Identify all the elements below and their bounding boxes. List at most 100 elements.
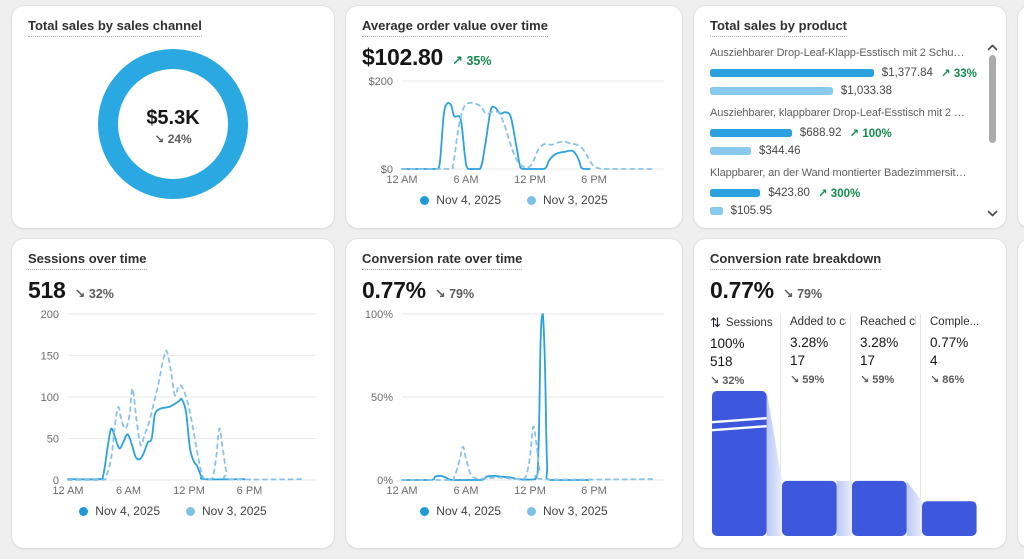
funnel-step-count: 4 [930,353,938,368]
chart-legend: Nov 4, 2025 Nov 3, 2025 [28,504,318,518]
metric-value: 518 [28,277,66,303]
chart-legend: Nov 4, 2025 Nov 3, 2025 [362,504,666,518]
sessions-icon: ⇅ [710,316,721,329]
sessions-line-chart: 200 150 100 50 0 12 AM 6 AM 12 PM 6 PM [28,308,318,498]
product-current-bar [710,129,792,137]
svg-text:12 PM: 12 PM [514,485,546,497]
partial-card-right-top [1018,6,1024,228]
legend-item-previous[interactable]: Nov 3, 2025 [527,504,608,518]
donut-total-value: $5.3K [146,107,200,129]
product-list-item: Ausziehbarer Drop-Leaf-Klapp-Esstisch mi… [710,46,977,97]
aov-line-chart: $200 $0 12 AM 6 AM 12 PM 6 PM [362,75,666,187]
funnel-step-column-added-to-cart[interactable]: Added to ca... 3.28% 17 ↘ 59% [780,314,850,387]
donut-delta: ↘ 24% [154,132,192,146]
legend-dot-previous [527,506,536,516]
metric-value: 0.77% [710,277,774,303]
product-previous-value: $344.46 [758,145,801,157]
svg-text:6 PM: 6 PM [581,174,607,186]
card-title[interactable]: Conversion rate over time [362,251,523,270]
product-current-bar [710,69,874,77]
card-title[interactable]: Total sales by sales channel [28,18,202,37]
funnel-step-delta: ↘ 86% [930,374,965,386]
svg-text:6 AM: 6 AM [116,485,141,497]
svg-text:100%: 100% [365,309,393,321]
product-current-bar [710,189,761,197]
product-previous-bar [710,147,751,155]
scrollbar-track[interactable] [988,55,996,205]
svg-text:12 AM: 12 AM [386,485,417,497]
product-current-value: $1,377.84 [881,67,933,79]
partial-card-right-bottom [1018,239,1024,548]
card-title[interactable]: Total sales by product [710,18,848,37]
dashboard-grid: Total sales by sales channel $5.3K ↘ 24%… [12,6,1024,548]
product-list-item: Klappbarer, an der Wand montierter Badez… [710,166,970,216]
legend-item-previous[interactable]: Nov 3, 2025 [527,193,608,207]
svg-text:12 AM: 12 AM [386,174,417,186]
card-conversion-rate-over-time: Conversion rate over time 0.77% ↘ 79% 10… [346,239,682,548]
legend-dot-current [420,195,430,205]
legend-item-current[interactable]: Nov 4, 2025 [420,504,501,518]
product-current-value: $688.92 [799,127,842,139]
scrollbar-thumb[interactable] [988,55,996,143]
card-title[interactable]: Average order value over time [362,18,548,37]
donut-center: $5.3K ↘ 24% [146,107,199,146]
funnel-step-pct: 100% [710,336,745,351]
sales-channel-donut-chart [97,48,249,205]
funnel-step-column-reached-checkout[interactable]: Reached ch... 3.28% 17 ↘ 59% [850,314,920,387]
scroll-up-icon[interactable] [985,42,999,52]
conversion-line-chart: 100% 50% 0% 12 AM 6 AM 12 PM 6 PM [362,308,666,498]
funnel-step-delta: ↘ 59% [860,374,895,386]
card-title[interactable]: Sessions over time [28,251,147,270]
metric-value: 0.77% [362,277,426,303]
metric-delta: ↘ 79% [434,286,475,301]
funnel-bars-chart [710,391,990,536]
funnel-step-label: Sessions [725,316,773,329]
legend-item-previous[interactable]: Nov 3, 2025 [186,504,267,518]
product-name[interactable]: Ausziehbarer Drop-Leaf-Klapp-Esstisch mi… [710,47,970,59]
legend-item-current[interactable]: Nov 4, 2025 [420,193,501,207]
svg-text:0%: 0% [377,475,393,487]
funnel-step-pct: 3.28% [860,335,899,350]
product-previous-bar [710,207,723,215]
card-conversion-rate-breakdown: Conversion rate breakdown 0.77% ↘ 79% ⇅ S… [694,239,1006,548]
product-name[interactable]: Klappbarer, an der Wand montierter Badez… [710,167,970,179]
product-name[interactable]: Ausziehbarer, klappbarer Drop-Leaf-Essti… [710,107,970,119]
donut-chart-wrap: $5.3K ↘ 24% [28,37,318,216]
funnel-step-label: Added to ca... [790,316,846,328]
funnel-step-pct: 0.77% [930,335,969,350]
metric-delta: ↘ 32% [74,286,114,301]
funnel-step-count: 17 [860,353,876,368]
funnel-chart-body: ⇅ Sessions 100% 518 ↘ 32% Added to ca... … [710,314,990,536]
card-sessions-over-time: Sessions over time 518 ↘ 32% 200 150 100 50… [12,239,334,548]
product-change-badge: ↗ 33% [940,68,977,80]
legend-item-current[interactable]: Nov 4, 2025 [79,504,160,518]
product-list: Ausziehbarer Drop-Leaf-Klapp-Esstisch mi… [710,46,990,216]
product-previous-bar [710,87,833,95]
funnel-step-label: Reached ch... [860,316,916,328]
funnel-step-count: 518 [710,354,733,369]
svg-text:150: 150 [41,351,59,363]
svg-text:100: 100 [41,392,59,404]
svg-text:50%: 50% [371,392,393,404]
legend-dot-current [79,506,89,516]
legend-dot-previous [527,195,536,205]
metric-value: $102.80 [362,44,444,70]
svg-text:6 PM: 6 PM [581,485,607,497]
funnel-step-column-completed[interactable]: Comple... 0.77% 4 ↘ 86% [920,314,990,387]
metric-delta: ↘ 79% [782,286,823,301]
svg-text:6 AM: 6 AM [453,485,478,497]
funnel-step-headers: ⇅ Sessions 100% 518 ↘ 32% Added to ca... … [710,314,990,387]
svg-text:50: 50 [47,434,59,446]
funnel-step-column-sessions[interactable]: ⇅ Sessions 100% 518 ↘ 32% [710,314,780,387]
card-title[interactable]: Conversion rate breakdown [710,251,882,270]
scroll-down-icon[interactable] [985,208,999,218]
card-total-sales-by-product: Total sales by product Ausziehbarer Drop… [694,6,1006,228]
svg-text:12 PM: 12 PM [173,485,205,497]
legend-dot-current [420,506,430,516]
funnel-step-delta: ↘ 59% [790,374,825,386]
product-previous-value: $1,033.38 [840,85,893,97]
funnel-step-count: 17 [790,353,806,368]
svg-text:$200: $200 [369,76,393,88]
svg-text:12 AM: 12 AM [52,485,83,497]
